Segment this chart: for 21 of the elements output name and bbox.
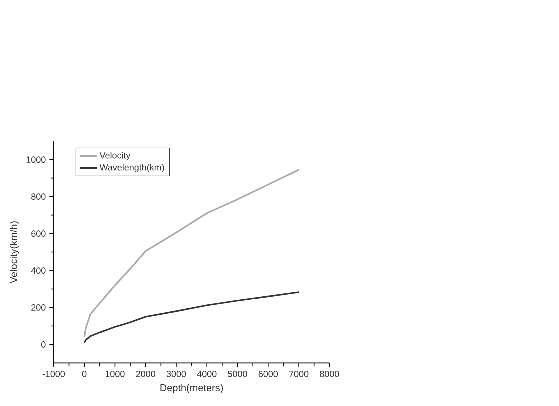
x-axis-title: Depth(meters) bbox=[160, 384, 224, 394]
x-tick-label: -1000 bbox=[42, 371, 66, 378]
line-series bbox=[84, 292, 300, 344]
x-tick-label: 2000 bbox=[136, 371, 156, 378]
y-tick-label: 400 bbox=[31, 268, 46, 274]
x-tick-label: 6000 bbox=[258, 371, 278, 378]
y-axis-title: Velocity(km/h) bbox=[10, 222, 20, 284]
y-tick-label: 200 bbox=[32, 304, 46, 312]
y-tick-label: 1000 bbox=[26, 156, 46, 164]
x-tick-label: 5000 bbox=[228, 371, 248, 378]
x-tick-label: 8000 bbox=[320, 371, 340, 378]
x-tick-label: 0 bbox=[82, 371, 87, 378]
y-tick-label: 800 bbox=[32, 194, 46, 200]
x-tick-label: 3000 bbox=[166, 371, 186, 378]
x-tick-label: 4000 bbox=[197, 371, 217, 378]
y-tick-label: 600 bbox=[32, 230, 46, 238]
legend-label: Wavelength(km) bbox=[100, 164, 164, 173]
y-tick-label: 0 bbox=[41, 342, 46, 348]
x-tick-label: 1000 bbox=[106, 371, 125, 378]
legend-label: Velocity bbox=[100, 152, 131, 161]
x-tick-label: 7000 bbox=[290, 371, 309, 378]
